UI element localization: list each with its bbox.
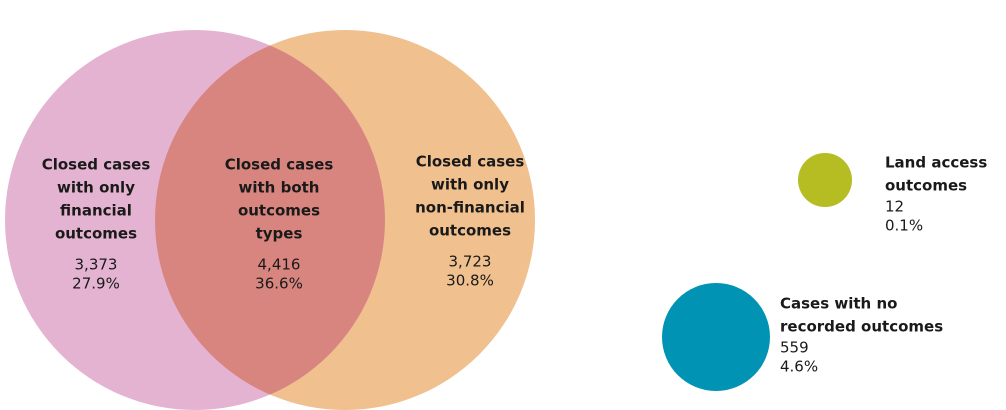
- label-line: with only: [57, 179, 135, 197]
- label-line: recorded outcomes: [780, 318, 943, 336]
- count: 3,373: [75, 256, 118, 274]
- percent: 27.9%: [72, 275, 120, 293]
- label-line: outcomes: [885, 177, 967, 195]
- overlap-region: [155, 30, 385, 410]
- percent: 36.6%: [255, 275, 303, 293]
- percent: 4.6%: [780, 358, 818, 376]
- label-line: outcomes: [238, 202, 320, 220]
- label-line: Closed cases: [416, 153, 525, 171]
- count: 559: [780, 339, 809, 357]
- label-line: financial: [60, 202, 132, 220]
- label-line: outcomes: [55, 225, 137, 243]
- label-line: Land access: [885, 154, 987, 172]
- label-line: outcomes: [429, 222, 511, 240]
- label-line: Closed cases: [225, 156, 334, 174]
- count: 4,416: [258, 256, 301, 274]
- label-line: Cases with no: [780, 295, 897, 313]
- label-line: with only: [431, 176, 509, 194]
- count: 12: [885, 198, 904, 216]
- label-line: types: [256, 225, 303, 243]
- land-access-circle: [798, 153, 852, 207]
- label-line: with both: [239, 179, 320, 197]
- label-line: Closed cases: [42, 156, 151, 174]
- no-outcome-circle: [662, 283, 770, 391]
- count: 3,723: [449, 253, 492, 271]
- percent: 0.1%: [885, 217, 923, 235]
- label-line: non-financial: [415, 199, 525, 217]
- percent: 30.8%: [446, 272, 494, 290]
